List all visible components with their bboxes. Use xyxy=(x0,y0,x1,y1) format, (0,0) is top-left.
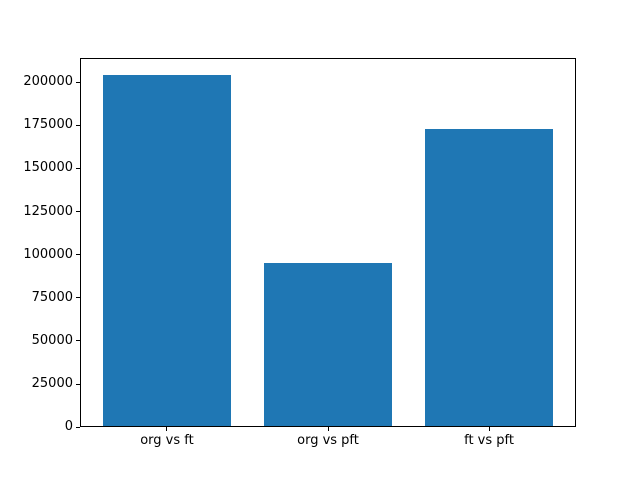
y-tick-label: 175000 xyxy=(23,117,73,133)
x-tick-label: ft vs pft xyxy=(464,433,514,448)
x-tick-label: org vs pft xyxy=(297,433,359,448)
y-tick-label: 50000 xyxy=(31,332,73,348)
y-tick-mark xyxy=(76,383,80,385)
y-tick-mark xyxy=(76,340,80,342)
bar xyxy=(102,75,232,428)
y-tick-mark xyxy=(76,211,80,212)
y-tick-mark xyxy=(76,426,80,428)
y-tick-label: 0 xyxy=(64,419,73,435)
bar xyxy=(263,263,393,428)
y-tick-label: 100000 xyxy=(23,246,73,262)
y-tick-mark xyxy=(76,297,80,299)
bar xyxy=(424,128,554,428)
x-tick-label: org vs ft xyxy=(140,433,194,448)
x-tick-mark xyxy=(327,427,329,432)
x-tick-mark xyxy=(488,427,490,432)
y-tick-label: 75000 xyxy=(31,289,73,305)
y-tick-mark xyxy=(76,124,80,126)
y-tick-label: 125000 xyxy=(23,203,73,219)
x-tick-mark xyxy=(166,427,168,432)
y-tick-label: 150000 xyxy=(23,160,73,176)
y-tick-label: 200000 xyxy=(23,74,73,90)
y-tick-mark xyxy=(76,167,80,169)
y-tick-mark xyxy=(76,254,80,256)
y-tick-mark xyxy=(76,81,80,83)
y-tick-label: 25000 xyxy=(31,376,73,392)
